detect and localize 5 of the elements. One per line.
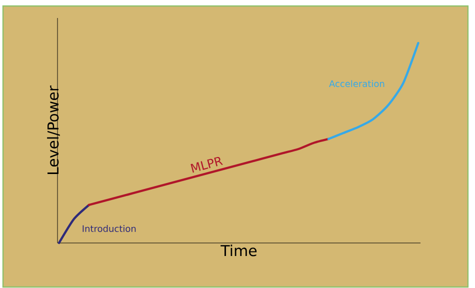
series-label: Acceleration — [329, 80, 384, 88]
series-label: Introduction — [82, 225, 136, 232]
y-axis-title: Level/Power — [47, 85, 60, 174]
x-axis-title: Time — [220, 244, 257, 256]
text: MLPR — [190, 157, 223, 173]
